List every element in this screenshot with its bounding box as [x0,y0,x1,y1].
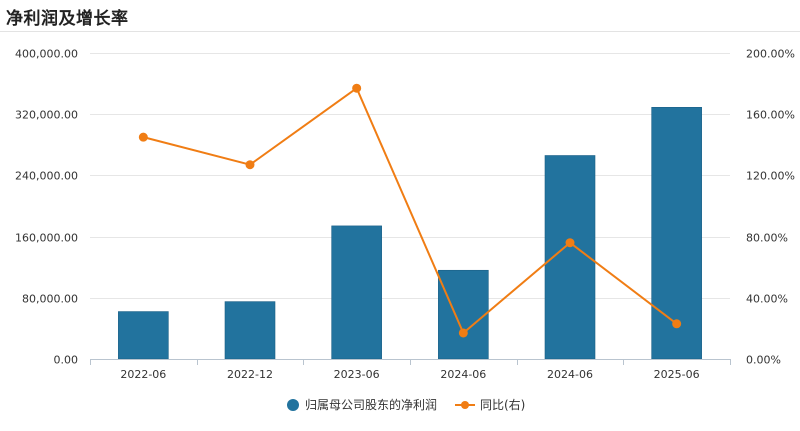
line-point [245,160,255,170]
right-tick-label: 200.00% [746,48,795,61]
line-path [143,87,678,334]
left-tick-label: 320,000.00 [15,109,78,122]
left-tick-label: 0.00 [54,354,79,367]
right-tick-label: 160.00% [746,109,795,122]
left-y-axis: 0.00 80,000.00 160,000.00 240,000.00 320,000… [15,48,78,367]
x-axis: 2022-06 2022-12 2023-06 2024-06 2024-06 2025-… [90,359,731,381]
bar [118,311,169,360]
line-point [672,319,682,329]
right-tick-label: 80.00% [746,232,788,245]
left-tick-label: 160,000.00 [15,232,78,245]
x-tick-label: 2025-06 [654,368,700,381]
bar-series [118,107,702,360]
left-tick-label: 240,000.00 [15,170,78,183]
x-tick-label: 2024-06 [440,368,486,381]
x-tick-label: 2022-12 [227,368,273,381]
x-tick-label: 2023-06 [334,368,380,381]
grid-lines [90,53,730,299]
right-tick-label: 0.00% [746,354,781,367]
right-tick-label: 120.00% [746,170,795,183]
line-series [138,83,682,338]
legend-marker-net-profit [287,399,299,411]
legend-marker-yoy [461,401,469,409]
left-tick-label: 400,000.00 [15,48,78,61]
legend-label-yoy: 同比(右) [480,397,525,412]
line-point [352,83,362,93]
bar [224,301,276,360]
left-tick-label: 80,000.00 [22,293,78,306]
line-point [138,132,148,142]
bar [331,225,382,360]
legend[interactable]: 归属母公司股东的净利润 同比(右) [287,397,525,412]
x-tick-label: 2022-06 [120,368,166,381]
right-y-axis: 0.00% 40.00% 80.00% 120.00% 160.00% 200.00% [746,48,795,367]
chart-header: 净利润及增长率 [0,0,800,32]
chart-title: 净利润及增长率 [6,9,129,29]
bar [651,107,702,360]
right-tick-label: 40.00% [746,293,788,306]
line-point [565,238,575,248]
x-tick-label: 2024-06 [547,368,593,381]
bar [438,269,489,360]
line-point [458,328,468,338]
legend-label-net-profit: 归属母公司股东的净利润 [305,397,437,412]
